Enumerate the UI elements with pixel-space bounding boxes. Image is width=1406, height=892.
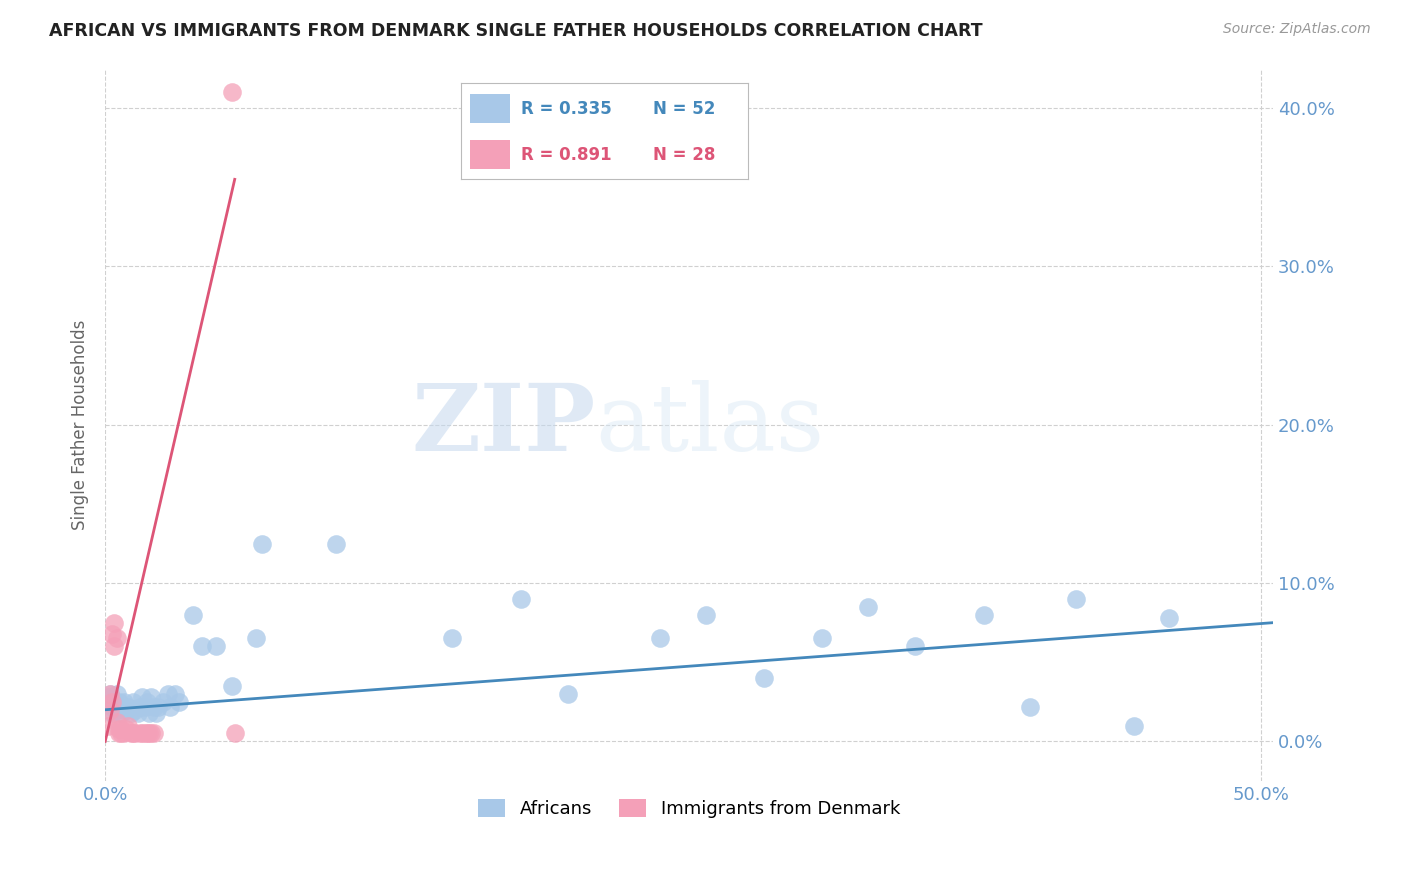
Point	[695, 607, 717, 622]
Point	[148, 699, 170, 714]
Point	[108, 695, 131, 709]
Point	[101, 706, 124, 720]
Point	[110, 722, 132, 736]
Point	[105, 687, 128, 701]
Point	[110, 699, 132, 714]
Point	[811, 632, 834, 646]
Point	[1066, 591, 1088, 606]
Point	[105, 715, 128, 730]
Point	[98, 687, 121, 701]
Point	[142, 699, 165, 714]
Point	[205, 640, 228, 654]
Point	[115, 722, 138, 736]
Point	[101, 695, 124, 709]
Point	[510, 591, 533, 606]
Point	[221, 85, 243, 99]
Point	[117, 699, 139, 714]
Point	[163, 687, 186, 701]
Point	[124, 726, 146, 740]
Point	[1019, 699, 1042, 714]
Point	[105, 632, 128, 646]
Y-axis label: Single Father Households: Single Father Households	[72, 319, 89, 530]
Text: atlas: atlas	[596, 380, 825, 470]
Point	[117, 718, 139, 732]
Point	[131, 726, 153, 740]
Point	[858, 599, 880, 614]
Point	[101, 699, 124, 714]
Point	[142, 726, 165, 740]
Legend: Africans, Immigrants from Denmark: Africans, Immigrants from Denmark	[471, 791, 907, 825]
Point	[127, 706, 149, 720]
Point	[96, 718, 118, 732]
Point	[112, 726, 135, 740]
Point	[141, 690, 163, 704]
Point	[122, 695, 145, 709]
Point	[252, 536, 274, 550]
Point	[110, 706, 132, 720]
Point	[122, 726, 145, 740]
Point	[103, 640, 125, 654]
Point	[135, 726, 157, 740]
Text: Source: ZipAtlas.com: Source: ZipAtlas.com	[1223, 22, 1371, 37]
Point	[903, 640, 925, 654]
Point	[120, 726, 142, 740]
Point	[325, 536, 347, 550]
Point	[129, 699, 152, 714]
Point	[221, 679, 243, 693]
Point	[129, 726, 152, 740]
Text: ZIP: ZIP	[412, 380, 596, 470]
Point	[103, 695, 125, 709]
Point	[145, 706, 167, 720]
Point	[650, 632, 672, 646]
Point	[120, 706, 142, 720]
Point	[191, 640, 214, 654]
Point	[1157, 611, 1180, 625]
Point	[131, 690, 153, 704]
Point	[135, 695, 157, 709]
Point	[108, 722, 131, 736]
Point	[134, 699, 156, 714]
Point	[138, 726, 160, 740]
Text: AFRICAN VS IMMIGRANTS FROM DENMARK SINGLE FATHER HOUSEHOLDS CORRELATION CHART: AFRICAN VS IMMIGRANTS FROM DENMARK SINGL…	[49, 22, 983, 40]
Point	[115, 703, 138, 717]
Point	[101, 626, 124, 640]
Point	[152, 695, 174, 709]
Point	[754, 671, 776, 685]
Point	[103, 615, 125, 630]
Point	[1123, 718, 1146, 732]
Point	[141, 726, 163, 740]
Point	[98, 703, 121, 717]
Point	[441, 632, 464, 646]
Point	[557, 687, 579, 701]
Point	[973, 607, 995, 622]
Point	[105, 703, 128, 717]
Point	[167, 695, 190, 709]
Point	[112, 695, 135, 709]
Point	[98, 687, 121, 701]
Point	[124, 703, 146, 717]
Point	[134, 726, 156, 740]
Point	[110, 726, 132, 740]
Point	[224, 726, 246, 740]
Point	[96, 690, 118, 704]
Point	[156, 687, 179, 701]
Point	[245, 632, 267, 646]
Point	[181, 607, 204, 622]
Point	[159, 699, 181, 714]
Point	[138, 706, 160, 720]
Point	[108, 726, 131, 740]
